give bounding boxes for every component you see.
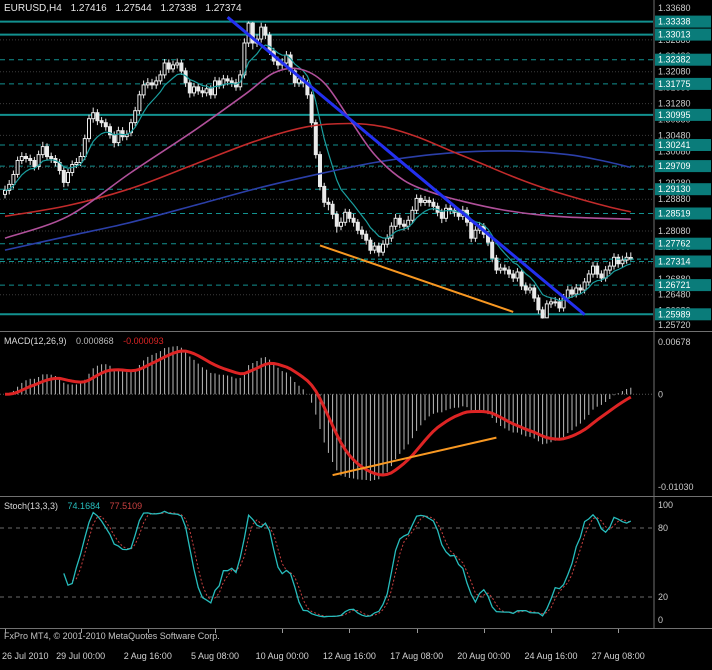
svg-text:0.00678: 0.00678 — [658, 337, 691, 347]
time-tick — [416, 629, 418, 633]
stoch-scale[interactable]: 100 80 20 0 — [653, 497, 673, 628]
ohlc-open: 1.27416 — [70, 3, 107, 14]
stochastic-panel[interactable]: 100 80 20 0 — [0, 497, 712, 628]
svg-text:1.27762: 1.27762 — [658, 239, 691, 249]
time-tick — [282, 629, 284, 633]
time-axis-label: 17 Aug 08:00 — [390, 651, 444, 661]
time-axis-label: 27 Aug 08:00 — [591, 651, 645, 661]
macd-main-value: 0.000868 — [76, 336, 114, 346]
svg-text:1.26880: 1.26880 — [658, 274, 691, 284]
svg-text:1.25720: 1.25720 — [658, 320, 691, 330]
stoch-signal-value: 77.5109 — [109, 501, 143, 511]
svg-text:1.33680: 1.33680 — [658, 3, 691, 13]
copyright-text: FxPro MT4, © 2001-2010 MetaQuotes Softwa… — [4, 631, 220, 641]
time-axis-label: 10 Aug 00:00 — [255, 651, 309, 661]
macd-trendline-orange[interactable] — [332, 436, 497, 477]
time-tick — [215, 629, 216, 633]
macd-panel[interactable]: 0.00678 0 -0.01030 — [0, 332, 712, 497]
support-line-orange[interactable] — [319, 244, 514, 313]
svg-text:-0.01030: -0.01030 — [658, 482, 694, 492]
svg-text:1.28080: 1.28080 — [658, 226, 691, 236]
macd-histogram — [8, 346, 632, 481]
svg-text:1.33338: 1.33338 — [658, 17, 691, 27]
time-axis-label: 5 Aug 08:00 — [190, 651, 240, 661]
svg-text:1.31280: 1.31280 — [658, 99, 691, 109]
stoch-label: Stoch(13,3,3) 74.1684 77.5109 — [4, 501, 149, 511]
stoch-main-line — [63, 510, 632, 618]
downtrend-line-blue[interactable] — [226, 16, 586, 316]
macd-signal-value: -0.000093 — [123, 336, 164, 346]
svg-text:1.31775: 1.31775 — [658, 79, 691, 89]
time-axis-label: 12 Aug 16:00 — [322, 651, 376, 661]
svg-text:1.26721: 1.26721 — [658, 280, 691, 290]
price-scale[interactable]: 1.336801.332801.328801.324801.320801.316… — [653, 0, 712, 332]
price-gridlines — [0, 39, 653, 296]
symbol-timeframe: EURUSD,H4 — [4, 3, 62, 14]
ma-fast-teal — [4, 44, 631, 302]
svg-text:1.30995: 1.30995 — [658, 110, 691, 120]
svg-text:20: 20 — [658, 592, 668, 602]
time-axis-label: 29 Jul 00:00 — [56, 651, 106, 661]
macd-name: MACD(12,26,9) — [4, 336, 67, 346]
time-axis-label: 20 Aug 00:00 — [457, 651, 511, 661]
time-tick — [483, 629, 485, 633]
time-tick — [5, 629, 6, 633]
price-chart-panel[interactable]: 1.336801.332801.328801.324801.320801.316… — [0, 0, 712, 332]
svg-text:1.28519: 1.28519 — [658, 209, 691, 219]
stoch-name: Stoch(13,3,3) — [4, 501, 59, 511]
svg-text:0: 0 — [658, 615, 663, 625]
time-axis-label: 26 Jul 2010 — [2, 651, 49, 661]
ma-slow-blue — [4, 150, 631, 251]
time-tick — [147, 629, 149, 633]
svg-text:1.29709: 1.29709 — [658, 161, 691, 171]
svg-text:1.27314: 1.27314 — [658, 257, 691, 267]
svg-text:1.30480: 1.30480 — [658, 130, 691, 140]
svg-text:1.26480: 1.26480 — [658, 290, 691, 300]
macd-label: MACD(12,26,9) 0.000868 -0.000093 — [4, 336, 171, 346]
time-axis-label: 24 Aug 16:00 — [524, 651, 578, 661]
svg-text:100: 100 — [658, 500, 673, 510]
svg-text:1.32080: 1.32080 — [658, 67, 691, 77]
ohlc-close: 1.27374 — [205, 3, 242, 14]
svg-text:0: 0 — [658, 389, 663, 399]
svg-text:1.30080: 1.30080 — [658, 146, 691, 156]
svg-text:1.25989: 1.25989 — [658, 309, 691, 319]
svg-text:80: 80 — [658, 523, 668, 533]
time-tick — [80, 629, 82, 633]
time-axis[interactable]: 26 Jul 2010 29 Jul 00:00 2 Aug 16:00 5 Aug … — [0, 629, 712, 670]
panel-separator[interactable] — [0, 331, 712, 332]
stoch-main-value: 74.1684 — [67, 501, 101, 511]
ohlc-high: 1.27544 — [115, 3, 152, 14]
time-axis-label: 2 Aug 16:00 — [123, 651, 172, 661]
time-tick — [618, 629, 620, 633]
time-tick — [551, 629, 552, 633]
svg-text:1.30241: 1.30241 — [658, 140, 691, 150]
macd-signal-line — [4, 349, 632, 477]
ohlc-low: 1.27338 — [160, 3, 197, 14]
ma-medium-red — [4, 122, 631, 218]
macd-scale[interactable]: 0.00678 0 -0.01030 — [653, 332, 694, 497]
stoch-level-lines — [0, 527, 653, 598]
svg-text:1.28880: 1.28880 — [658, 194, 691, 204]
ma-medium-magenta — [4, 67, 631, 239]
panel-separator[interactable] — [0, 628, 712, 629]
svg-text:1.33013: 1.33013 — [658, 30, 691, 40]
chart-title: EURUSD,H4 1.27416 1.27544 1.27338 1.2737… — [4, 3, 248, 14]
panel-separator[interactable] — [0, 496, 712, 497]
svg-text:1.32382: 1.32382 — [658, 55, 691, 65]
svg-text:1.29130: 1.29130 — [658, 184, 691, 194]
support-resistance-lines — [0, 20, 653, 316]
time-tick — [349, 629, 351, 633]
